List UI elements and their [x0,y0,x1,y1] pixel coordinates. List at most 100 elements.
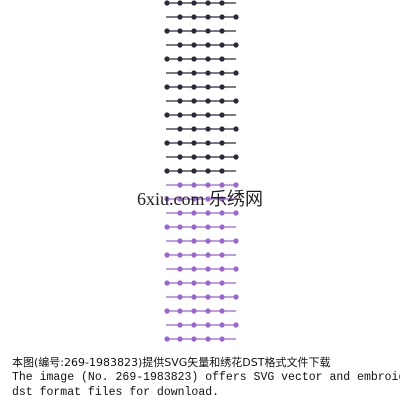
stitch-dot [164,168,170,174]
stitch-dot [177,70,183,76]
stitch-dot [205,112,211,118]
stitch-dot [191,210,197,216]
stitch-dot [191,98,197,104]
stitch-dot [177,196,183,202]
stitch-dot [205,322,211,328]
stitch-dot [205,280,211,286]
watermark: 6xiu.com 乐绣网 [137,189,263,209]
stitch-dot [177,182,183,188]
stitch-dot [191,196,197,202]
stitch-dot [233,182,239,188]
caption-line: The image (No. 269-1983823) offers SVG v… [12,371,400,384]
stitch-dot [177,0,183,6]
stitch-dot [205,42,211,48]
stitch-dot [233,70,239,76]
stitch-dot [219,238,225,244]
stitch-dot [191,14,197,20]
stitch-dot [191,294,197,300]
stitch-dot [219,42,225,48]
stitch-dot [233,98,239,104]
stitch-dot [233,126,239,132]
stitch-dot [177,98,183,104]
stitch-dot [177,112,183,118]
stitch-dot [177,126,183,132]
stitch-dot [233,210,239,216]
stitch-dot [164,56,170,62]
stitch-dot [191,42,197,48]
stitch-dot [164,84,170,90]
stitch-dot [191,238,197,244]
stitch-dot [205,84,211,90]
caption-line: dst format files for download. [12,386,220,399]
stitch-dot [205,224,211,230]
stitch-dot [191,140,197,146]
stitch-dot [164,0,170,6]
stitch-dot [177,238,183,244]
stitch-dot [164,140,170,146]
stitch-dot [205,14,211,20]
stitch-dot [191,168,197,174]
stitch-dot [219,98,225,104]
stitch-dot [233,322,239,328]
stitch-dot [177,56,183,62]
stitch-dot [233,14,239,20]
stitch-dot [191,28,197,34]
stitch-dot [219,154,225,160]
stitch-dot [191,336,197,342]
stitch-dot [177,84,183,90]
stitch-dot [164,224,170,230]
stitch-dot [205,182,211,188]
stitch-dot [219,126,225,132]
stitch-dot [233,266,239,272]
stitch-dot [233,154,239,160]
stitch-dot [177,224,183,230]
stitch-dot [219,322,225,328]
stitch-dot [191,154,197,160]
stitch-dot [177,168,183,174]
stitch-dot [177,210,183,216]
stitch-dot [219,252,225,258]
stitch-dot [205,196,211,202]
stitch-dot [205,28,211,34]
stitch-dot [164,196,170,202]
stitch-dot [191,224,197,230]
stitch-dot [219,280,225,286]
stitch-dot [205,140,211,146]
stitch-pattern [164,0,239,342]
stitch-dot [177,336,183,342]
stitch-dot [205,154,211,160]
stitch-dot [205,308,211,314]
stitch-dot [164,252,170,258]
stitch-dot [164,308,170,314]
stitch-dot [177,280,183,286]
stitch-dot [233,238,239,244]
stitch-dot [219,28,225,34]
stitch-dot [219,168,225,174]
stitch-dot [191,0,197,6]
stitch-dot [177,28,183,34]
stitch-dot [191,252,197,258]
stitch-dot [191,308,197,314]
stitch-dot [164,280,170,286]
stitch-dot [219,266,225,272]
stitch-dot [205,168,211,174]
stitch-dot [177,294,183,300]
stitch-dot [205,266,211,272]
stitch-dot [191,126,197,132]
stitch-dot [191,266,197,272]
stitch-dot [191,84,197,90]
stitch-dot [191,280,197,286]
stitch-dot [191,70,197,76]
stitch-dot [205,70,211,76]
stitch-dot [164,336,170,342]
stitch-dot [164,112,170,118]
stitch-dot [205,336,211,342]
stitch-dot [233,42,239,48]
stitch-dot [177,154,183,160]
stitch-dot [219,224,225,230]
stitch-dot [219,308,225,314]
stitch-dot [219,210,225,216]
stitch-dot [219,336,225,342]
stitch-dot [191,56,197,62]
